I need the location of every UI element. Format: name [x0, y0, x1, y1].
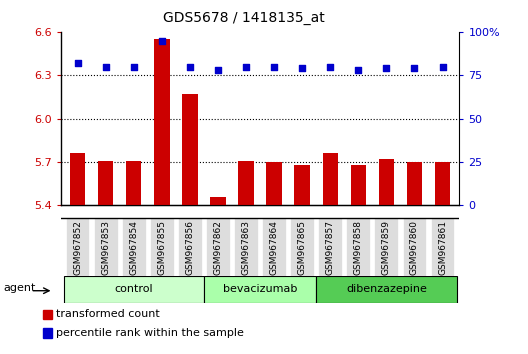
Bar	[238, 160, 254, 205]
Bar	[43, 328, 52, 338]
Text: GSM967859: GSM967859	[382, 219, 391, 275]
FancyBboxPatch shape	[122, 218, 146, 276]
FancyBboxPatch shape	[374, 218, 398, 276]
Point	[326, 64, 334, 69]
Point	[270, 64, 278, 69]
Bar	[43, 309, 52, 319]
FancyBboxPatch shape	[290, 218, 314, 276]
Point	[242, 64, 250, 69]
Text: GSM967854: GSM967854	[129, 219, 138, 275]
FancyBboxPatch shape	[204, 276, 316, 303]
Point	[129, 64, 138, 69]
Point	[73, 60, 82, 66]
Bar	[126, 160, 142, 205]
Bar	[295, 165, 310, 205]
Text: GSM967856: GSM967856	[185, 219, 194, 275]
Text: GSM967863: GSM967863	[241, 219, 250, 275]
Text: bevacizumab: bevacizumab	[223, 284, 297, 295]
Point	[101, 64, 110, 69]
Point	[438, 64, 447, 69]
Bar	[98, 160, 114, 205]
FancyBboxPatch shape	[318, 218, 342, 276]
FancyBboxPatch shape	[150, 218, 174, 276]
FancyBboxPatch shape	[431, 218, 455, 276]
Text: GSM967865: GSM967865	[298, 219, 307, 275]
Bar	[351, 165, 366, 205]
Text: control: control	[115, 284, 153, 295]
Point	[410, 65, 419, 71]
Text: agent: agent	[3, 283, 35, 293]
Bar	[323, 153, 338, 205]
FancyBboxPatch shape	[63, 276, 204, 303]
Text: GSM967860: GSM967860	[410, 219, 419, 275]
Point	[214, 67, 222, 73]
Text: GSM967853: GSM967853	[101, 219, 110, 275]
Text: GSM967852: GSM967852	[73, 219, 82, 275]
Text: GDS5678 / 1418135_at: GDS5678 / 1418135_at	[163, 11, 325, 25]
FancyBboxPatch shape	[402, 218, 427, 276]
Bar	[435, 162, 450, 205]
Point	[298, 65, 306, 71]
Bar	[266, 162, 282, 205]
Bar	[210, 197, 225, 205]
FancyBboxPatch shape	[93, 218, 118, 276]
Text: dibenzazepine: dibenzazepine	[346, 284, 427, 295]
Text: percentile rank within the sample: percentile rank within the sample	[56, 328, 244, 338]
FancyBboxPatch shape	[178, 218, 202, 276]
Text: GSM967862: GSM967862	[213, 219, 222, 275]
Bar	[407, 162, 422, 205]
Bar	[379, 159, 394, 205]
Point	[354, 67, 363, 73]
Text: GSM967861: GSM967861	[438, 219, 447, 275]
FancyBboxPatch shape	[234, 218, 258, 276]
Text: GSM967858: GSM967858	[354, 219, 363, 275]
Text: transformed count: transformed count	[56, 309, 160, 319]
FancyBboxPatch shape	[262, 218, 286, 276]
FancyBboxPatch shape	[316, 276, 457, 303]
Text: GSM967855: GSM967855	[157, 219, 166, 275]
Text: GSM967864: GSM967864	[270, 219, 279, 275]
FancyBboxPatch shape	[65, 218, 89, 276]
Bar	[182, 94, 197, 205]
Bar	[70, 153, 86, 205]
FancyBboxPatch shape	[206, 218, 230, 276]
Point	[157, 38, 166, 44]
Point	[382, 65, 391, 71]
Bar	[154, 39, 169, 205]
Point	[186, 64, 194, 69]
FancyBboxPatch shape	[346, 218, 370, 276]
Text: GSM967857: GSM967857	[326, 219, 335, 275]
